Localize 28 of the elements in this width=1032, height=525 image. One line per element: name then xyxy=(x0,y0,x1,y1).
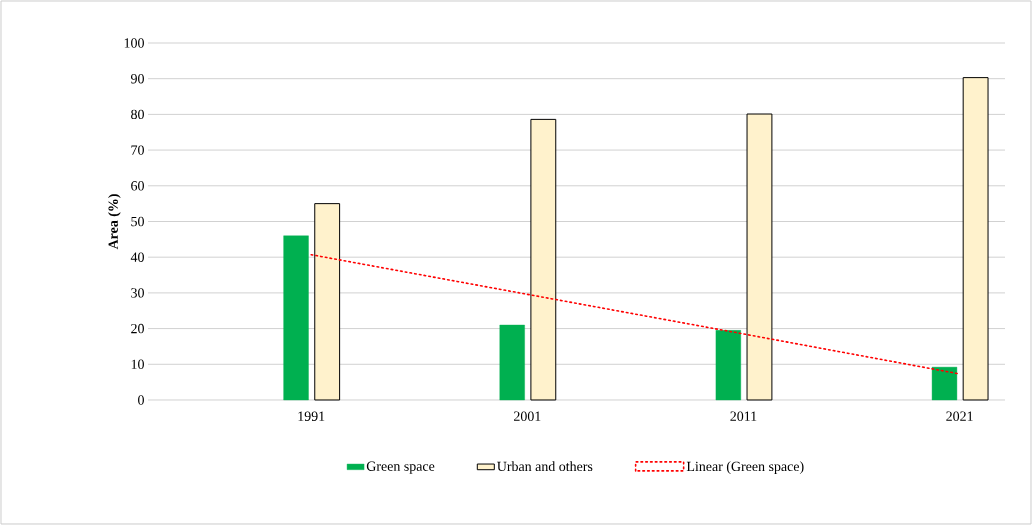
y-tick-label: 100 xyxy=(124,38,144,48)
x-tick-label: 2021 xyxy=(946,411,973,421)
y-axis-title: Area (%) xyxy=(108,194,121,250)
bar xyxy=(931,366,958,401)
bar xyxy=(746,113,773,401)
x-tick-label: 1991 xyxy=(298,411,325,421)
y-tick-label: 40 xyxy=(130,252,144,262)
y-tick-label: 0 xyxy=(138,395,144,405)
bar xyxy=(314,203,341,401)
legend-label: Urban and others xyxy=(497,461,593,472)
y-tick-label: 50 xyxy=(131,216,144,227)
y-tick-label: 30 xyxy=(131,288,144,298)
y-tick-label: 10 xyxy=(131,359,144,369)
legend-label: Linear (Green space) xyxy=(686,461,804,474)
bar xyxy=(499,324,525,401)
x-tick-label: 2011 xyxy=(730,411,757,421)
bar xyxy=(530,118,557,401)
y-tick-label: 90 xyxy=(131,73,144,84)
bar xyxy=(283,235,309,401)
line-series xyxy=(310,253,961,375)
y-tick-label: 60 xyxy=(131,181,144,191)
x-tick-label: 2001 xyxy=(514,411,541,421)
bar xyxy=(715,330,741,401)
y-tick-label: 20 xyxy=(131,323,144,334)
legend-label: Green space xyxy=(366,461,435,474)
y-tick-label: 80 xyxy=(131,109,144,120)
y-tick-label: 70 xyxy=(131,145,144,155)
bar xyxy=(962,77,989,401)
